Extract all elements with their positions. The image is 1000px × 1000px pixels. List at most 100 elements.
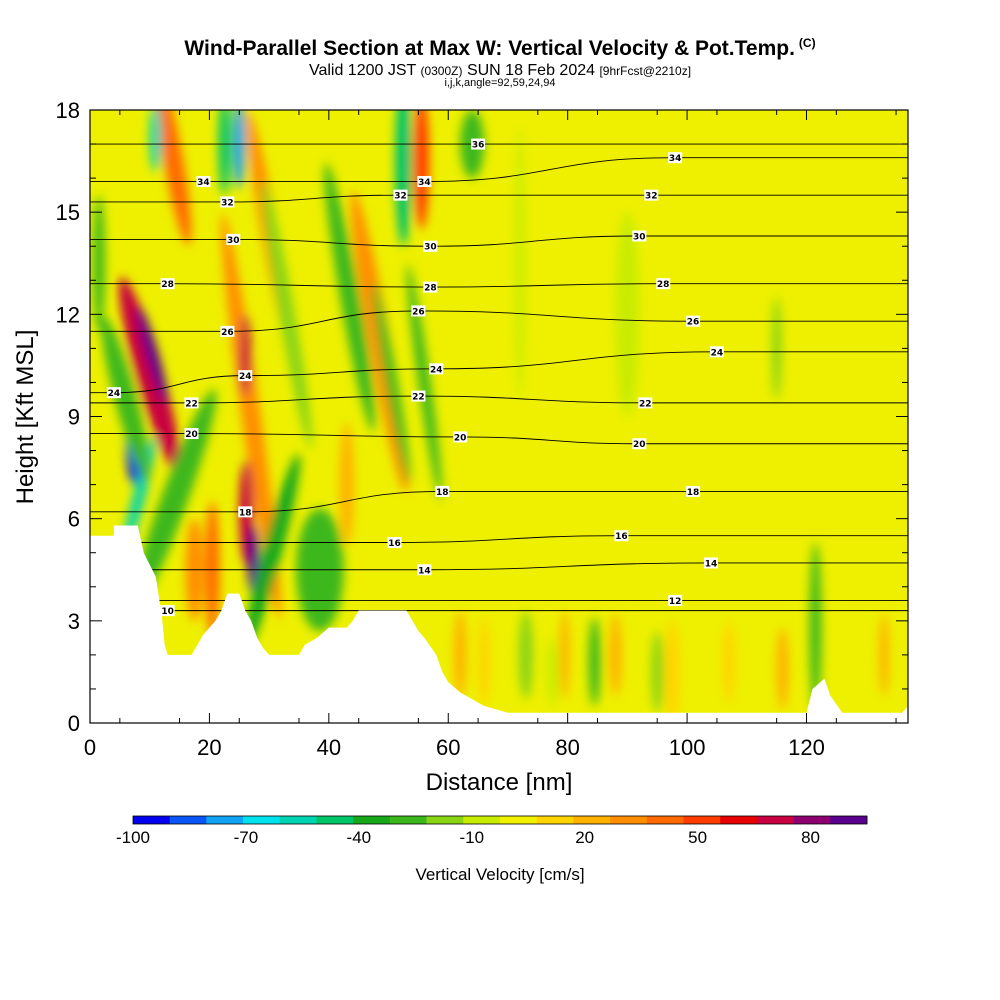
theta-label: 24 [238, 370, 253, 382]
theta-label-bg [238, 370, 253, 382]
theta-label: 34 [417, 176, 432, 188]
theta-label-bg [656, 278, 671, 290]
theta-label-text: 22 [185, 399, 198, 409]
theta-label-text: 18 [687, 488, 700, 498]
theta-label-text: 28 [657, 280, 670, 290]
theta-label-bg [226, 233, 241, 245]
theta-label-bg [632, 438, 647, 450]
colorbar-swatch [426, 816, 464, 824]
colorbar-swatch [756, 816, 794, 824]
colorbar-swatch [830, 816, 868, 824]
theta-label: 24 [106, 387, 121, 399]
x-tick-label: 80 [555, 735, 579, 760]
theta-label-text: 24 [108, 389, 121, 399]
colorbar-tick-label: -70 [234, 828, 259, 847]
colorbar-swatch [243, 816, 281, 824]
valid-utc: (0300Z) [420, 64, 463, 78]
chart-subtitle: Valid 1200 JST (0300Z) SUN 18 Feb 2024 [… [0, 62, 1000, 80]
colorbar-swatch [169, 816, 207, 824]
x-tick-label: 120 [788, 735, 825, 760]
colorbar-tick-label: -10 [459, 828, 484, 847]
theta-contour-32 [90, 194, 908, 203]
theta-label: 26 [220, 325, 235, 338]
velocity-cell-22 [339, 423, 354, 546]
velocity-cell-0 [118, 277, 181, 474]
x-tick-label: 60 [436, 735, 460, 760]
theta-label-bg [220, 196, 235, 208]
colorbar-swatch [610, 816, 648, 824]
theta-contour-22 [90, 395, 908, 404]
theta-contour-labels: 36 34 34 34 32 32 32 30 30 30 28 28 28 26 26 26 24 24 24 24… [106, 138, 724, 617]
colorbar-swatch [353, 816, 391, 824]
velocity-cell-16 [233, 110, 246, 189]
theta-label-bg [160, 278, 175, 290]
theta-label-bg [686, 315, 701, 327]
theta-contour-18 [90, 490, 908, 513]
theta-label-bg [411, 305, 426, 317]
theta-label-bg [453, 431, 468, 443]
theta-label-text: 30 [633, 233, 646, 243]
theta-label-text: 16 [388, 539, 401, 549]
theta-label: 26 [686, 315, 701, 328]
velocity-cell-37 [651, 631, 664, 713]
theta-label: 18 [435, 485, 450, 498]
theta-label-text: 30 [227, 236, 240, 246]
y-tick-label: 15 [56, 200, 80, 225]
theta-label-text: 24 [430, 365, 443, 375]
velocity-cell-43 [515, 127, 525, 400]
velocity-cell-36 [664, 620, 680, 723]
colorbar-swatch [536, 816, 574, 824]
colorbar-swatch [206, 816, 244, 824]
theta-label-text: 34 [669, 154, 682, 164]
velocity-cell-17 [244, 454, 301, 652]
theta-label: 22 [411, 390, 426, 403]
theta-label-bg [160, 605, 175, 617]
theta-label-text: 28 [161, 280, 174, 290]
theta-label-bg [435, 485, 450, 497]
theta-label: 36 [471, 138, 486, 151]
theta-label-text: 20 [633, 440, 646, 450]
theta-label-bg [387, 537, 402, 549]
theta-label-text: 14 [418, 566, 431, 576]
theta-label: 28 [160, 278, 175, 290]
theta-label-text: 18 [436, 488, 449, 498]
theta-label-bg [220, 325, 235, 337]
theta-label: 28 [656, 278, 671, 290]
theta-label: 12 [668, 594, 683, 607]
velocity-cell-35 [609, 614, 622, 696]
theta-label-bg [668, 152, 683, 164]
velocity-cell-33 [559, 610, 570, 700]
theta-label-bg [106, 387, 121, 399]
velocity-cell-34 [588, 617, 601, 706]
colorbar-swatch [573, 816, 611, 824]
theta-contour-14 [90, 562, 908, 571]
colorbar-swatch [279, 816, 317, 824]
colorbar-swatch [720, 816, 758, 824]
colorbar-swatch [500, 816, 537, 824]
theta-label-text: 26 [687, 318, 700, 328]
theta-label-bg [686, 485, 701, 497]
colorbar-tick-label: 50 [688, 828, 707, 847]
theta-label-bg [417, 176, 432, 188]
theta-label: 24 [429, 363, 444, 375]
colorbar-tick-label: 20 [575, 828, 594, 847]
x-tick-label: 40 [317, 735, 341, 760]
theta-label-text: 32 [394, 192, 407, 202]
theta-label-bg [709, 346, 724, 358]
theta-label-bg [238, 506, 253, 518]
colorbar-label: Vertical Velocity [cm/s] [415, 865, 584, 884]
x-axis-label: Distance [nm] [426, 769, 573, 796]
theta-label: 14 [703, 557, 718, 569]
y-tick-label: 18 [56, 98, 80, 123]
theta-contour-34 [90, 157, 908, 182]
velocity-cell-21 [324, 163, 376, 432]
theta-label-bg [393, 189, 408, 201]
theta-label-text: 20 [185, 430, 198, 440]
theta-label: 16 [387, 537, 402, 549]
velocity-cell-24 [372, 281, 411, 484]
velocity-cell-8 [130, 389, 217, 614]
theta-label: 34 [196, 176, 211, 188]
theta-label-text: 32 [645, 192, 658, 202]
theta-label-bg [614, 530, 629, 542]
